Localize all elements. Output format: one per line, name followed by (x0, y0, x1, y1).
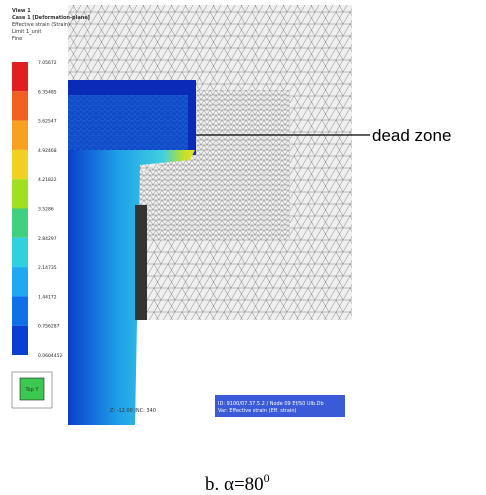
orientation-label: Top Y (24, 387, 39, 393)
color-band (12, 296, 28, 325)
color-band (12, 326, 28, 355)
color-band (12, 121, 28, 150)
header-line: View 1 (12, 8, 31, 14)
caption-superscript: 0 (264, 471, 270, 485)
legend-label: 4.21822 (38, 177, 57, 183)
header-line: Limit 1_unit (12, 29, 41, 35)
color-band (12, 209, 28, 238)
legend-label: 5.62547 (38, 119, 57, 125)
header-line: Case 1 [Deformation-plane] (12, 15, 90, 21)
color-band (12, 179, 28, 208)
caption: b. α=800 (205, 471, 270, 495)
annotation: dead zone (372, 126, 451, 145)
legend-label: 0.756287 (38, 324, 60, 330)
figure: View 1 Case 1 [Deformation-plane] Effect… (0, 0, 486, 495)
legend-label: 3.5286 (38, 207, 54, 213)
legend-label: 0.0604452 (38, 353, 62, 359)
blue-mesh (68, 95, 188, 150)
color-band (12, 150, 28, 179)
color-band (12, 91, 28, 120)
status-line: Var: Effective strain (Eff. strain) (218, 408, 297, 414)
status-text: Z: -12.00 JNC: 340 (110, 408, 156, 414)
header-line: Fine (12, 36, 22, 42)
legend-label: 7.05672 (38, 60, 57, 66)
legend: 7.05672 6.35485 5.62547 4.92468 4.21822 3.528… (12, 60, 62, 359)
tool (135, 205, 147, 320)
page: View 1 Case 1 [Deformation-plane] Effect… (0, 0, 486, 495)
legend-label: 2.84297 (38, 236, 57, 242)
header-line: Effective strain (Strain) (12, 22, 70, 28)
legend-label: 1.44172 (38, 294, 57, 300)
status-line: ID: 9100/07.37.5.2 / Node 09 Ef/S0 Ulb.D… (218, 401, 324, 407)
legend-label: 2.14735 (38, 265, 57, 271)
color-band (12, 62, 28, 91)
color-band (12, 238, 28, 267)
legend-label: 6.35485 (38, 89, 57, 95)
caption-text: b. α=80 (205, 474, 264, 495)
legend-label: 4.92468 (38, 148, 57, 154)
color-band (12, 267, 28, 296)
